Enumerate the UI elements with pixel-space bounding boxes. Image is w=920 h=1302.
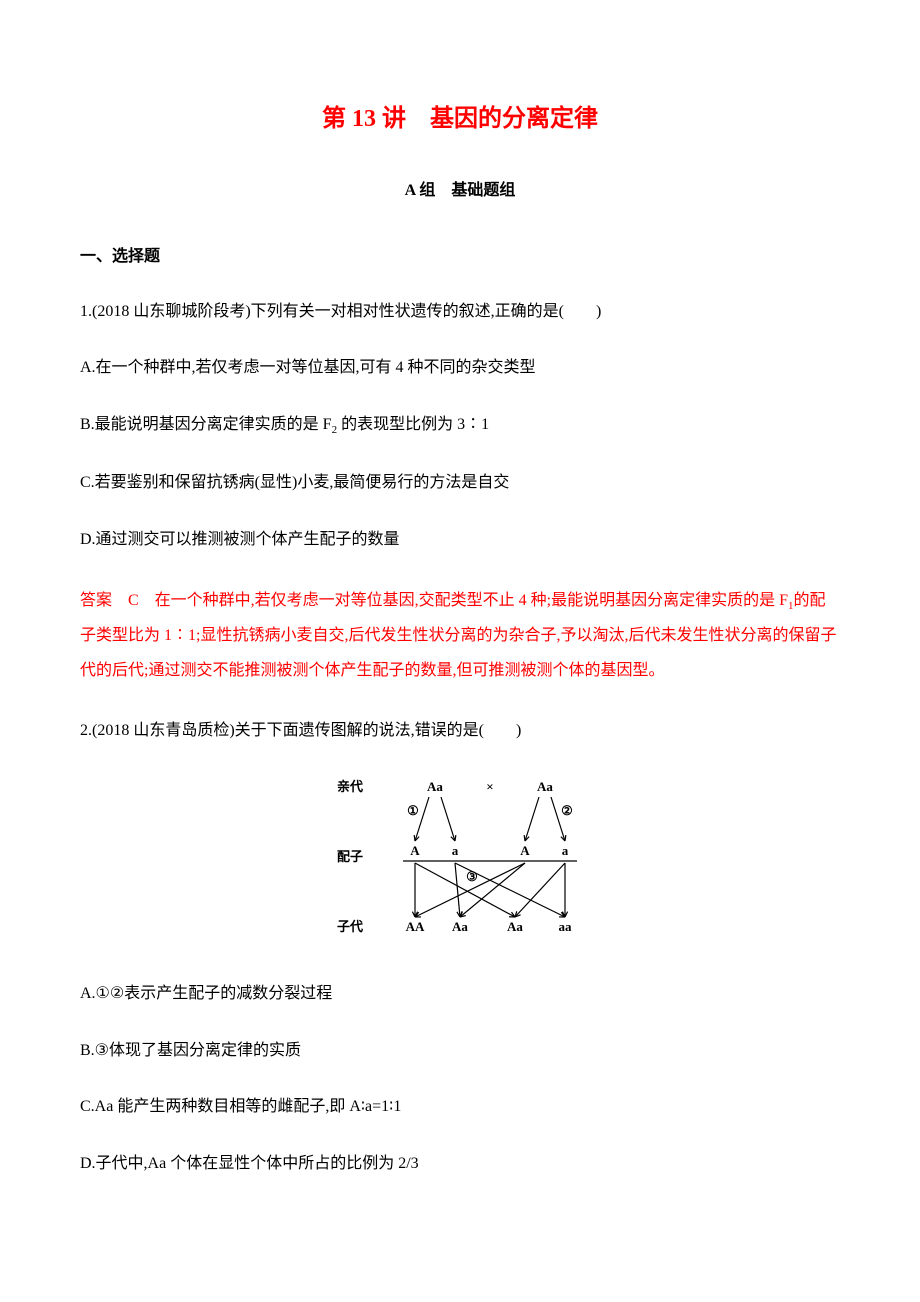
svg-text:Aa: Aa [537,779,553,794]
svg-text:AA: AA [406,919,425,934]
svg-text:×: × [486,779,493,794]
svg-text:亲代: 亲代 [337,779,363,794]
svg-text:a: a [562,843,569,858]
svg-text:A: A [410,843,420,858]
q1-ans-pre: 答案 C 在一个种群中,若仅考虑一对等位基因,交配类型不止 4 种;最能说明基因… [80,592,788,609]
q1-option-a: A.在一个种群中,若仅考虑一对等位基因,可有 4 种不同的杂交类型 [80,354,840,383]
svg-text:aa: aa [559,919,573,934]
svg-text:配子: 配子 [337,849,363,864]
svg-text:A: A [520,843,530,858]
q1-optB-pre: B.最能说明基因分离定律实质的是 F [80,416,332,433]
q1-option-d: D.通过测交可以推测被测个体产生配子的数量 [80,526,840,555]
svg-text:Aa: Aa [452,919,468,934]
q2-option-c: C.Aa 能产生两种数目相等的雌配子,即 A∶a=1∶1 [80,1093,840,1122]
svg-text:子代: 子代 [337,919,363,934]
q1-stem: 1.(2018 山东聊城阶段考)下列有关一对相对性状遗传的叙述,正确的是( ) [80,298,840,327]
lecture-title: 第 13 讲 基因的分离定律 [80,100,840,138]
svg-text:①: ① [407,803,419,818]
q2-stem: 2.(2018 山东青岛质检)关于下面遗传图解的说法,错误的是( ) [80,717,840,746]
svg-text:②: ② [561,803,573,818]
q2-option-d: D.子代中,Aa 个体在显性个体中所占的比例为 2/3 [80,1150,840,1179]
section-heading: 一、选择题 [80,244,840,270]
svg-text:a: a [452,843,459,858]
group-subtitle: A 组 基础题组 [80,178,840,204]
svg-text:Aa: Aa [507,919,523,934]
q1-option-b: B.最能说明基因分离定律实质的是 F2 的表现型比例为 3∶1 [80,411,840,441]
svg-text:Aa: Aa [427,779,443,794]
q2-option-a: A.①②表示产生配子的减数分裂过程 [80,980,840,1009]
diagram-svg: 亲代配子子代Aa×Aa①②AaAa③AAAaAaaa [320,773,600,943]
q2-option-b: B.③体现了基因分离定律的实质 [80,1037,840,1066]
q1-optB-post: 的表现型比例为 3∶1 [337,416,489,433]
q1-option-c: C.若要鉴别和保留抗锈病(显性)小麦,最简便易行的方法是自交 [80,469,840,498]
inheritance-diagram: 亲代配子子代Aa×Aa①②AaAa③AAAaAaaa [80,773,840,952]
q1-answer: 答案 C 在一个种群中,若仅考虑一对等位基因,交配类型不止 4 种;最能说明基因… [80,583,840,689]
